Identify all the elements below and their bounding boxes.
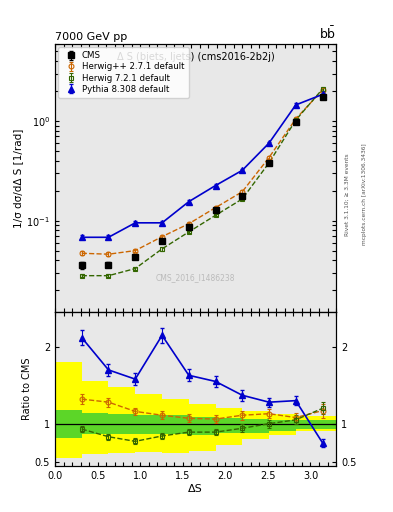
Y-axis label: Ratio to CMS: Ratio to CMS <box>22 358 32 420</box>
Text: CMS_2016_I1486238: CMS_2016_I1486238 <box>156 273 235 282</box>
Text: Δ S (bjets, ljets) (cms2016-2b2j): Δ S (bjets, ljets) (cms2016-2b2j) <box>117 52 274 61</box>
Y-axis label: 1/σ dσ/dΔ S [1/rad]: 1/σ dσ/dΔ S [1/rad] <box>13 128 24 228</box>
X-axis label: ΔS: ΔS <box>188 483 203 494</box>
Text: Rivet 3.1.10; ≥ 3.3M events: Rivet 3.1.10; ≥ 3.3M events <box>345 153 350 236</box>
Text: b$\mathsf{\bar{b}}$: b$\mathsf{\bar{b}}$ <box>319 26 336 42</box>
Text: mcplots.cern.ch [arXiv:1306.3436]: mcplots.cern.ch [arXiv:1306.3436] <box>362 144 367 245</box>
Legend: CMS, Herwig++ 2.7.1 default, Herwig 7.2.1 default, Pythia 8.308 default: CMS, Herwig++ 2.7.1 default, Herwig 7.2.… <box>59 47 189 98</box>
Text: 7000 GeV pp: 7000 GeV pp <box>55 32 127 42</box>
